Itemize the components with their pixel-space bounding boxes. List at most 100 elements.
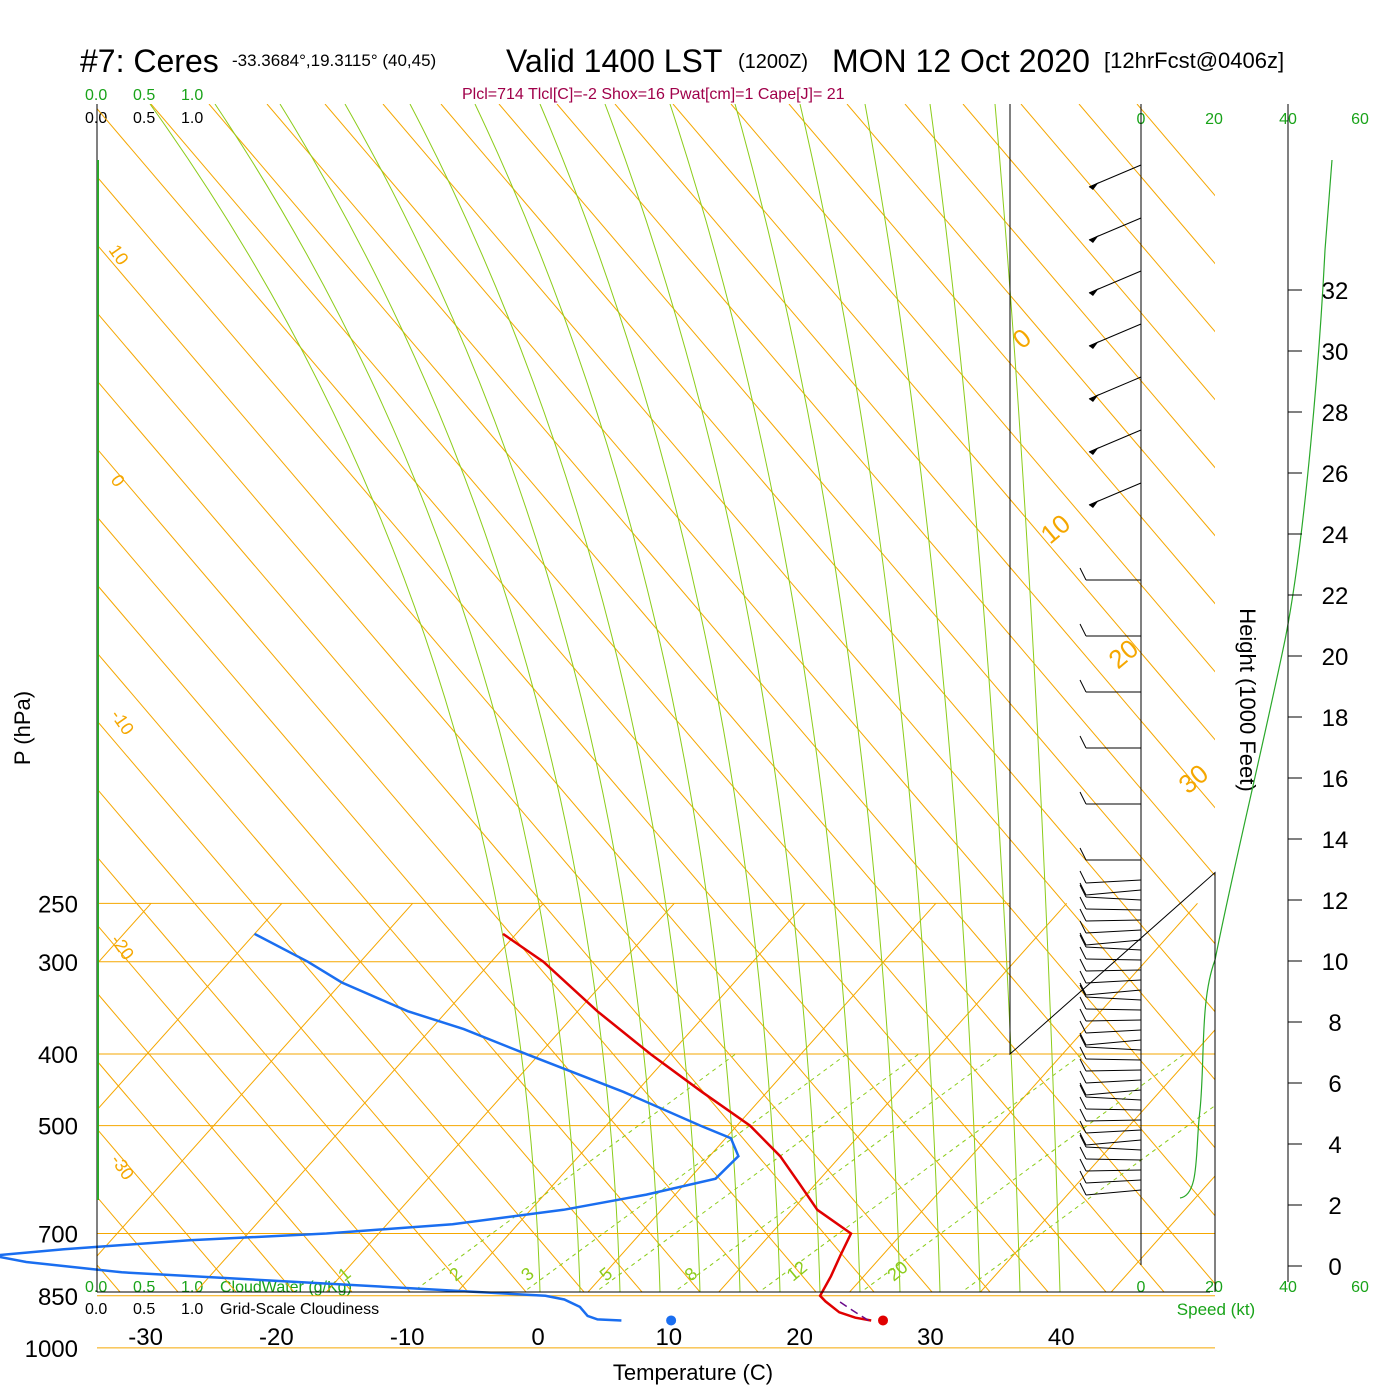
wind-barb-flag <box>1079 1008 1087 1022</box>
temperature-tick-label: 10 <box>655 1324 682 1351</box>
isotherm <box>718 903 1068 1292</box>
wind-barb-flag <box>1079 847 1087 861</box>
wind-barb-flag <box>1079 735 1087 749</box>
grid-clipped <box>0 104 1400 1366</box>
height-tick-label: 32 <box>1322 278 1349 305</box>
wind-barb <box>1085 1139 1142 1146</box>
speed-axis-label: Speed (kt) <box>1177 1300 1255 1319</box>
isotherm <box>325 903 675 1292</box>
dry-adiabat <box>788 104 1215 605</box>
dry-adiabat <box>846 104 1215 537</box>
height-tick-label: 22 <box>1322 583 1349 610</box>
speed-tick-bottom-3: 60 <box>1351 1279 1369 1296</box>
temperature-tick-label: -30 <box>128 1324 163 1351</box>
mixing-ratio-line <box>860 1053 1185 1292</box>
isotherm-label-right: 0 <box>1007 322 1037 354</box>
wind-barb-pennant <box>1089 288 1099 296</box>
chart-title-zulu: (1200Z) <box>738 51 808 73</box>
dry-adiabat <box>97 788 527 1292</box>
cloudwater-scale-top-1: 0.5 <box>133 87 155 104</box>
wind-barb <box>1085 1119 1142 1122</box>
dry-adiabat <box>440 104 1215 1013</box>
wind-barb-flag <box>1079 1020 1087 1034</box>
dry-adiabat <box>97 379 875 1292</box>
wind-barb <box>1085 946 1142 951</box>
moist-adiabat <box>474 104 741 1292</box>
wind-barb <box>1085 919 1142 922</box>
wind-barb-flag <box>1079 791 1087 805</box>
speed-tick-bottom-2: 40 <box>1279 1279 1297 1296</box>
cloudiness-scale-bottom-2: 1.0 <box>181 1301 203 1318</box>
wind-barb-flag <box>1079 1158 1087 1172</box>
dry-adiabat <box>97 652 643 1292</box>
mixing-ratio-line <box>673 1053 998 1292</box>
temperature-tick-label: 30 <box>917 1324 944 1351</box>
wind-barb <box>1085 1158 1142 1161</box>
isotherm-label-left: -20 <box>107 931 138 964</box>
moist-adiabat <box>734 104 901 1292</box>
mixing-ratio-label: 3 <box>517 1263 538 1285</box>
cloudiness-scale-top-1: 0.5 <box>133 110 155 127</box>
pressure-tick-label: 700 <box>38 1222 78 1249</box>
mixing-ratio-line <box>758 1053 1083 1292</box>
moist-adiabat <box>279 104 621 1292</box>
moist-adiabat <box>344 104 661 1292</box>
wind-barb-flag <box>1079 946 1087 960</box>
speed-tick-bottom-0: 0 <box>1137 1279 1146 1296</box>
dry-adiabat <box>97 175 1049 1292</box>
temperature-tick-label: 40 <box>1048 1324 1075 1351</box>
chart-title-coords: -33.3684°,19.3115° (40,45) <box>232 51 436 70</box>
wind-barb-flag <box>1079 679 1087 693</box>
wind-barb <box>1085 1058 1142 1061</box>
speed-tick-top-1: 20 <box>1205 111 1223 128</box>
height-tick-label: 8 <box>1328 1010 1341 1037</box>
pressure-tick-label: 1000 <box>25 1336 78 1363</box>
wind-barb <box>1085 1108 1142 1111</box>
dewpoint-line <box>0 932 740 1322</box>
cloudwater-scale-top-0: 0.0 <box>85 87 107 104</box>
wind-barb <box>1085 1169 1142 1172</box>
dry-adiabat <box>382 104 1215 1081</box>
isotherm <box>979 1029 1215 1292</box>
height-tick-label: 12 <box>1322 888 1349 915</box>
wind-barb-pennant <box>1089 394 1099 402</box>
temperature-tick-label: 0 <box>531 1324 544 1351</box>
wind-barb <box>1085 989 1142 996</box>
moist-adiabat <box>539 104 781 1292</box>
height-tick-label: 18 <box>1322 705 1349 732</box>
temperature-tick-label: 20 <box>786 1324 813 1351</box>
wind-barb-flag <box>1079 1034 1087 1048</box>
dry-adiabat <box>97 1128 237 1292</box>
wind-barb-flag <box>1079 920 1087 934</box>
cloudiness-scale-top-0: 0.0 <box>85 110 107 127</box>
wind-barb-flag <box>1079 1134 1087 1148</box>
dry-adiabat <box>730 104 1215 673</box>
wind-barb-flag <box>1079 970 1087 984</box>
isotherm <box>587 903 937 1292</box>
cloudiness-scale-top-2: 1.0 <box>181 110 203 127</box>
wind-barb <box>1085 1029 1142 1034</box>
wind-barb <box>1085 1046 1142 1051</box>
moist-adiabat <box>149 104 541 1292</box>
height-tick-label: 6 <box>1328 1071 1341 1098</box>
dry-adiabat <box>208 104 1215 1285</box>
wind-barb <box>1085 969 1142 972</box>
dry-adiabat <box>97 1196 179 1292</box>
dry-adiabat <box>97 448 817 1292</box>
pressure-tick-label: 500 <box>38 1114 78 1141</box>
sounding-profiles <box>0 932 889 1326</box>
mixing-ratio-label: 5 <box>596 1263 617 1285</box>
isotherm <box>1306 903 1400 1366</box>
wind-barb-flag <box>1079 567 1087 581</box>
wind-barb <box>1085 908 1142 911</box>
wind-barb-flag <box>1079 984 1087 998</box>
mixing-ratio-line <box>594 1053 920 1292</box>
height-tick-label: 0 <box>1328 1254 1341 1281</box>
isotherm-label-left: -30 <box>107 1151 138 1184</box>
isotherm <box>0 903 20 1366</box>
moist-adiabat <box>604 104 821 1292</box>
wind-speed-profile <box>1179 159 1333 1199</box>
dry-adiabat <box>150 104 1165 1292</box>
mixing-ratio-label: 20 <box>883 1257 911 1285</box>
